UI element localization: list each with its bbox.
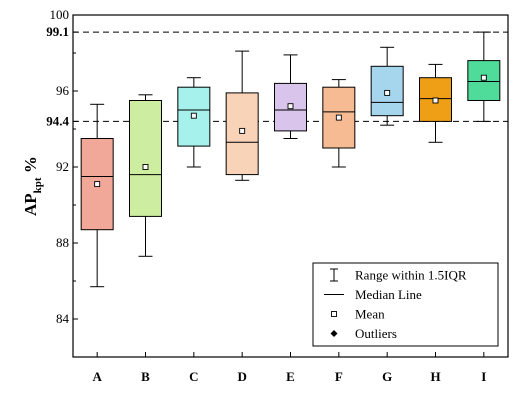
mean-marker xyxy=(480,74,487,81)
plot-area: 84 88 92 96 100 94.4 99.1 A B C D E F G H I xyxy=(46,7,509,384)
legend-label-range: Range within 1.5IQR xyxy=(355,268,467,283)
y-highlight-tick-label: 94.4 xyxy=(46,113,69,128)
box-D xyxy=(225,50,259,181)
box-G xyxy=(370,46,404,126)
x-tick-label: E xyxy=(286,369,295,384)
mean-marker xyxy=(384,89,391,96)
y-axis-title-subscript: kpt xyxy=(32,177,44,193)
x-tick-label: D xyxy=(237,369,246,384)
box-C xyxy=(177,77,211,168)
x-tick-label: F xyxy=(335,369,343,384)
y-axis-title-main: AP xyxy=(21,193,40,216)
mean-marker xyxy=(190,112,197,119)
y-tick-label: 96 xyxy=(56,83,70,98)
mean-marker xyxy=(142,164,149,170)
x-tick-label: G xyxy=(382,369,392,384)
y-axis-title-suffix: % xyxy=(21,156,40,177)
x-tick-label: A xyxy=(92,369,102,384)
y-axis-title: APkpt % xyxy=(21,156,44,216)
legend-frame xyxy=(312,262,499,347)
mean-marker xyxy=(94,181,101,188)
box-iqr xyxy=(177,86,211,147)
y-tick-label: 84 xyxy=(56,311,70,326)
box-H xyxy=(419,63,452,143)
x-tick-label: H xyxy=(430,369,440,384)
legend-label-outliers: Outliers xyxy=(355,326,397,341)
x-tick-label: B xyxy=(141,369,150,384)
mean-marker xyxy=(432,97,439,104)
y-highlight-tick-label: 99.1 xyxy=(46,24,69,39)
mean-marker xyxy=(287,103,294,110)
mean-marker xyxy=(335,114,342,121)
legend-outlier-symbol xyxy=(330,330,338,337)
y-tick-label: 100 xyxy=(50,7,70,22)
box-B xyxy=(129,94,162,257)
box-A xyxy=(80,103,114,288)
x-tick-label: I xyxy=(481,369,486,384)
legend: Range within 1.5IQR Median Line Mean Outlie… xyxy=(312,262,499,347)
y-axis-title-text: APkpt % xyxy=(21,156,44,216)
mean-marker xyxy=(239,127,246,134)
legend-label-median: Median Line xyxy=(355,287,422,302)
box-I xyxy=(467,31,501,122)
box-F xyxy=(322,79,356,168)
box-E xyxy=(274,54,307,139)
x-tick-label: C xyxy=(189,369,198,384)
y-tick-label: 88 xyxy=(56,235,69,250)
y-tick-label: 92 xyxy=(56,159,69,174)
box-iqr xyxy=(129,100,162,217)
legend-mean-symbol xyxy=(331,311,337,317)
box-iqr xyxy=(419,77,452,122)
legend-label-mean: Mean xyxy=(355,307,385,322)
